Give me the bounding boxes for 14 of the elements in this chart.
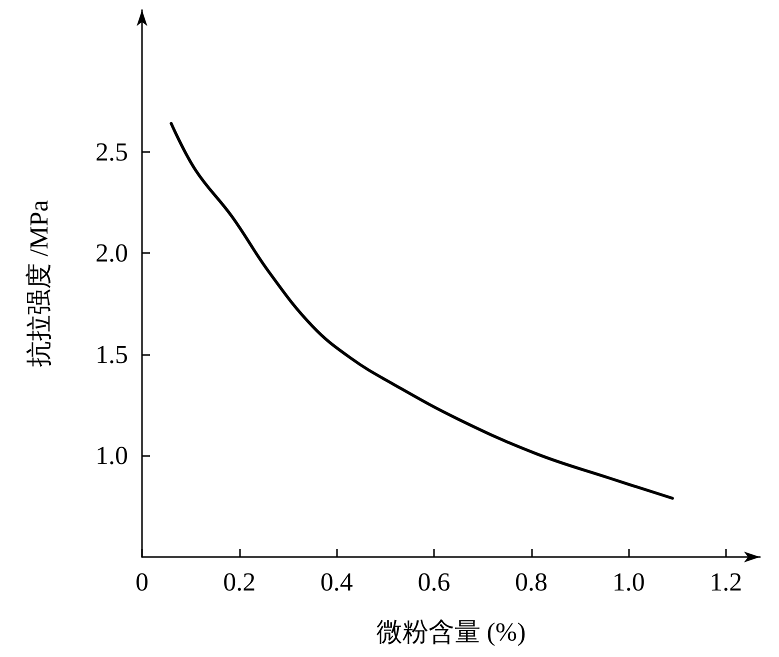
line-series bbox=[170, 122, 674, 500]
x-tick-label: 0 bbox=[136, 568, 148, 596]
x-tick-label: 1.0 bbox=[612, 568, 645, 596]
y-tick-label: 2.0 bbox=[96, 238, 128, 268]
y-tick-label: 1.0 bbox=[96, 441, 128, 470]
y-tick-label: 1.5 bbox=[96, 340, 128, 369]
x-tick-label: 0.8 bbox=[515, 568, 548, 596]
x-tick-label: 0.6 bbox=[418, 568, 450, 596]
x-axis-title: 微粉含量 (%) bbox=[376, 618, 526, 646]
x-tick-label: 1.2 bbox=[710, 568, 742, 596]
y-axis-title: 抗拉强度 /MPa bbox=[24, 200, 54, 367]
x-tick-label: 0.2 bbox=[223, 568, 256, 596]
x-tick-label: 0.4 bbox=[320, 568, 353, 596]
y-tick-label: 2.5 bbox=[96, 137, 128, 166]
